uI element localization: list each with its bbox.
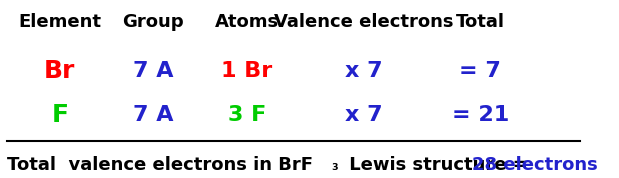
Text: Atoms: Atoms [215, 13, 279, 31]
Text: Total: Total [456, 13, 504, 31]
Text: F: F [51, 103, 68, 127]
Text: x 7: x 7 [345, 105, 383, 125]
Text: 28 electrons: 28 electrons [472, 156, 597, 174]
Text: ₃: ₃ [331, 158, 338, 173]
Text: = 7: = 7 [459, 61, 501, 81]
Text: Lewis structure =: Lewis structure = [343, 156, 534, 174]
Text: x 7: x 7 [345, 61, 383, 81]
Text: Br: Br [44, 59, 76, 83]
Text: Element: Element [19, 13, 102, 31]
Text: 3 F: 3 F [228, 105, 266, 125]
Text: Valence electrons: Valence electrons [274, 13, 453, 31]
Text: = 21: = 21 [452, 105, 509, 125]
Text: Total  valence electrons in BrF: Total valence electrons in BrF [7, 156, 313, 174]
Text: 1 Br: 1 Br [221, 61, 272, 81]
Text: 7 A: 7 A [133, 105, 173, 125]
Text: 7 A: 7 A [133, 61, 173, 81]
Text: Group: Group [123, 13, 184, 31]
